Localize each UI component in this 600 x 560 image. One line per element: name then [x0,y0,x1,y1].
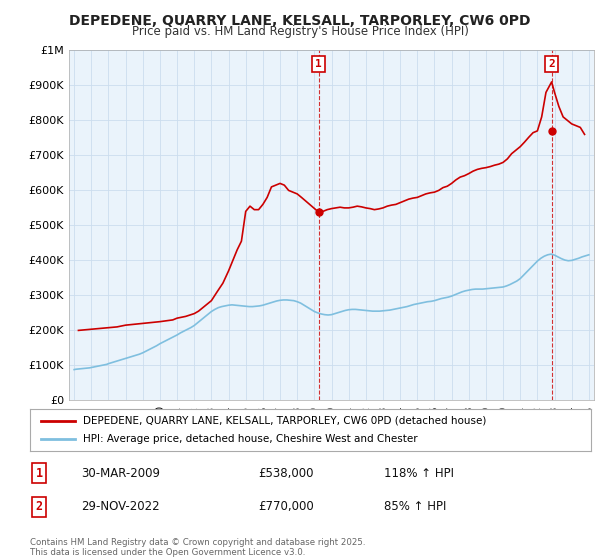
Text: 29-NOV-2022: 29-NOV-2022 [81,500,160,514]
Text: 118% ↑ HPI: 118% ↑ HPI [384,466,454,480]
Text: Contains HM Land Registry data © Crown copyright and database right 2025.
This d: Contains HM Land Registry data © Crown c… [30,538,365,557]
Text: 2: 2 [35,500,43,514]
Text: 1: 1 [315,59,322,69]
Text: 30-MAR-2009: 30-MAR-2009 [81,466,160,480]
Text: 1: 1 [35,466,43,480]
Text: 2: 2 [548,59,555,69]
Text: DEPEDENE, QUARRY LANE, KELSALL, TARPORLEY, CW6 0PD (detached house): DEPEDENE, QUARRY LANE, KELSALL, TARPORLE… [83,416,487,426]
Text: HPI: Average price, detached house, Cheshire West and Chester: HPI: Average price, detached house, Ches… [83,434,418,444]
Text: 85% ↑ HPI: 85% ↑ HPI [384,500,446,514]
Text: Price paid vs. HM Land Registry's House Price Index (HPI): Price paid vs. HM Land Registry's House … [131,25,469,38]
Text: £538,000: £538,000 [258,466,314,480]
Text: £770,000: £770,000 [258,500,314,514]
Text: DEPEDENE, QUARRY LANE, KELSALL, TARPORLEY, CW6 0PD: DEPEDENE, QUARRY LANE, KELSALL, TARPORLE… [69,14,531,28]
